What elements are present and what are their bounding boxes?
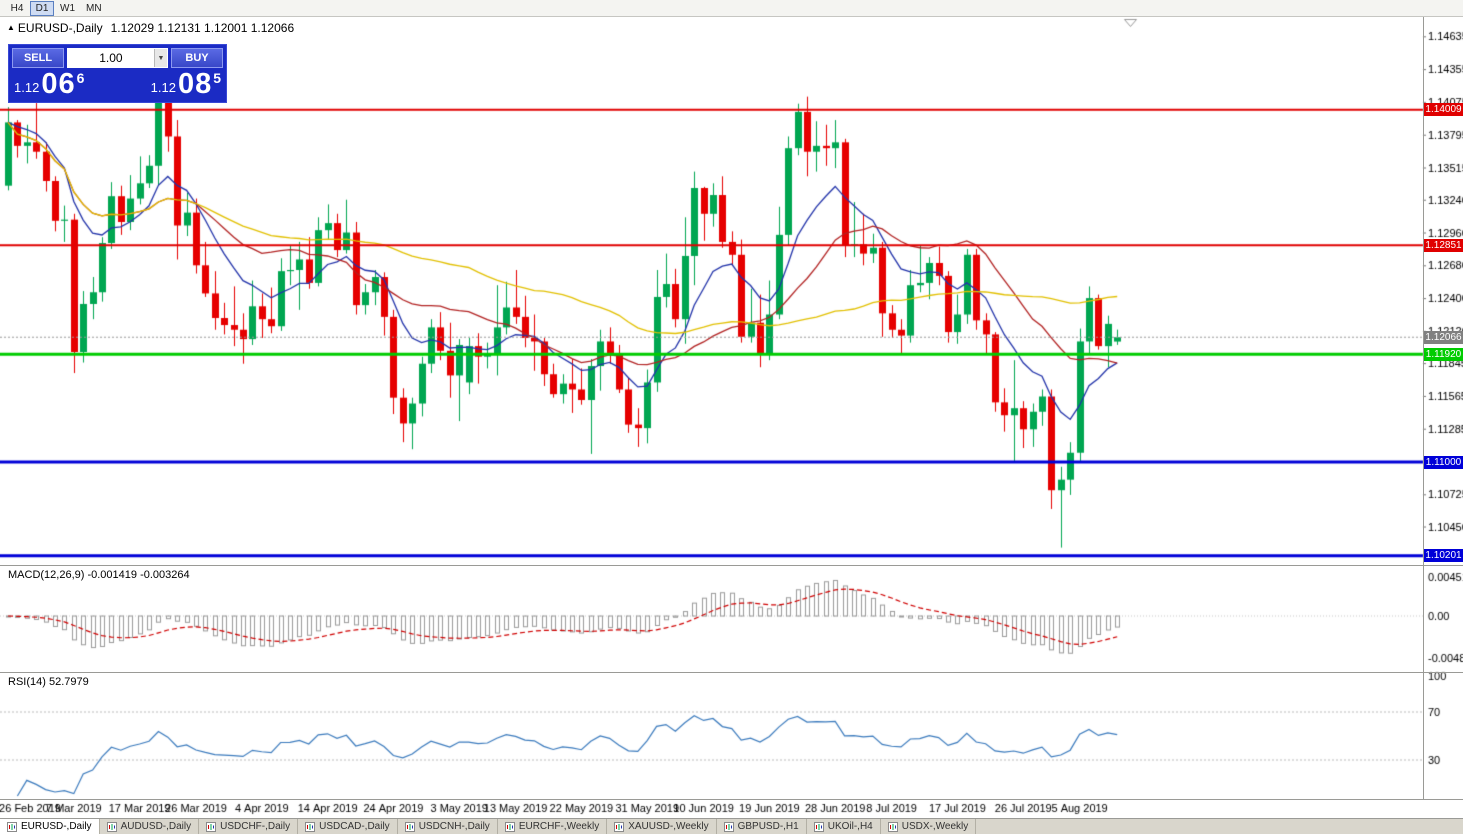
rsi-panel-splitter[interactable] <box>0 672 1463 673</box>
chart-tab-usdcnh[interactable]: USDCNH-,Daily <box>397 819 498 834</box>
chart-icon: ▲ <box>7 23 15 32</box>
chart-tab-usdx[interactable]: USDX-,Weekly <box>880 819 977 834</box>
buy-price-pips: 08 <box>177 68 213 100</box>
price-tag-1.12851: 1.12851 <box>1424 239 1463 252</box>
tab-label: XAUUSD-,Weekly <box>628 821 709 832</box>
chart-tab-usdchf[interactable]: USDCHF-,Daily <box>199 819 299 834</box>
sell-price-pips: 06 <box>41 68 76 100</box>
tab-label: USDCNH-,Daily <box>418 821 490 832</box>
price-tag-1.11920: 1.11920 <box>1424 348 1463 361</box>
chart-tab-icon <box>106 821 117 832</box>
chart-tab-icon <box>206 821 217 832</box>
chart-ohlc-values: 1.12029 1.12131 1.12001 1.12066 <box>110 21 295 35</box>
price-tag-1.10201: 1.10201 <box>1424 549 1463 562</box>
chart-tab-eurusd[interactable]: EURUSD-,Daily <box>0 819 100 834</box>
macd-indicator-label: MACD(12,26,9) -0.001419 -0.003264 <box>8 569 190 581</box>
tab-label: USDX-,Weekly <box>901 821 969 832</box>
chart-tab-eurchf[interactable]: EURCHF-,Weekly <box>497 819 608 834</box>
buy-button[interactable]: BUY <box>171 48 223 68</box>
sell-price: 1.12 06 6 <box>14 69 84 99</box>
chart-tab-xauusd[interactable]: XAUUSD-,Weekly <box>607 819 717 834</box>
one-click-trading-panel: SELL ▼ BUY 1.12 06 6 1.12 08 5 <box>8 44 227 103</box>
rsi-indicator-label: RSI(14) 52.7979 <box>8 676 89 688</box>
tab-label: USDCHF-,Daily <box>220 821 291 832</box>
volume-dropdown-icon[interactable]: ▼ <box>153 49 167 67</box>
buy-price-base: 1.12 <box>150 80 176 95</box>
tab-label: GBPUSD-,H1 <box>737 821 799 832</box>
timeframe-button-h4[interactable]: H4 <box>5 1 29 16</box>
chart-tab-ukoil[interactable]: UKOil-,H4 <box>806 819 881 834</box>
volume-box: ▼ <box>67 48 168 68</box>
timeframe-button-w1[interactable]: W1 <box>55 1 80 16</box>
tab-label: EURUSD-,Daily <box>21 821 92 832</box>
chart-tab-icon <box>887 821 898 832</box>
date-axis-separator <box>0 799 1463 800</box>
tab-label: UKOil-,H4 <box>827 821 873 832</box>
chart-tab-icon <box>7 821 17 832</box>
chart-tabs-bar: EURUSD-,Daily AUDUSD-,Daily USDCHF-,Daily U… <box>0 818 1463 834</box>
sell-button[interactable]: SELL <box>12 48 64 68</box>
price-tag-1.11000: 1.11000 <box>1424 456 1463 469</box>
price-tag-1.14009: 1.14009 <box>1424 103 1463 116</box>
chart-tab-icon <box>723 821 734 832</box>
chart-tab-usdcad[interactable]: USDCAD-,Daily <box>298 819 398 834</box>
chart-tab-icon <box>504 821 515 832</box>
chart-tab-icon <box>813 821 824 832</box>
macd-panel-splitter[interactable] <box>0 565 1463 566</box>
tab-label: USDCAD-,Daily <box>319 821 390 832</box>
tab-label: EURCHF-,Weekly <box>518 821 600 832</box>
chart-tab-audusd[interactable]: AUDUSD-,Daily <box>99 819 200 834</box>
chart-tab-icon <box>404 821 415 832</box>
chart-tab-gbpusd[interactable]: GBPUSD-,H1 <box>716 819 807 834</box>
price-tag-1.12066: 1.12066 <box>1424 331 1463 344</box>
buy-price-point: 5 <box>213 70 221 86</box>
buy-price: 1.12 08 5 <box>151 69 221 99</box>
timeframe-button-d1[interactable]: D1 <box>30 0 54 16</box>
timeframe-button-mn[interactable]: MN <box>81 1 107 16</box>
chart-tab-icon <box>614 821 625 832</box>
sell-price-point: 6 <box>76 70 85 86</box>
sell-price-base: 1.12 <box>14 80 40 95</box>
timeframe-toolbar: H4 D1 W1 MN <box>0 0 1463 17</box>
chart-symbol-period: EURUSD-,Daily <box>17 21 103 35</box>
tab-label: AUDUSD-,Daily <box>120 821 192 832</box>
volume-input[interactable] <box>68 49 154 67</box>
chart-tab-icon <box>305 821 316 832</box>
price-axis-separator[interactable] <box>1423 17 1424 799</box>
chart-title: ▲ EURUSD-,Daily 1.12029 1.12131 1.12001 1.… <box>7 21 294 35</box>
